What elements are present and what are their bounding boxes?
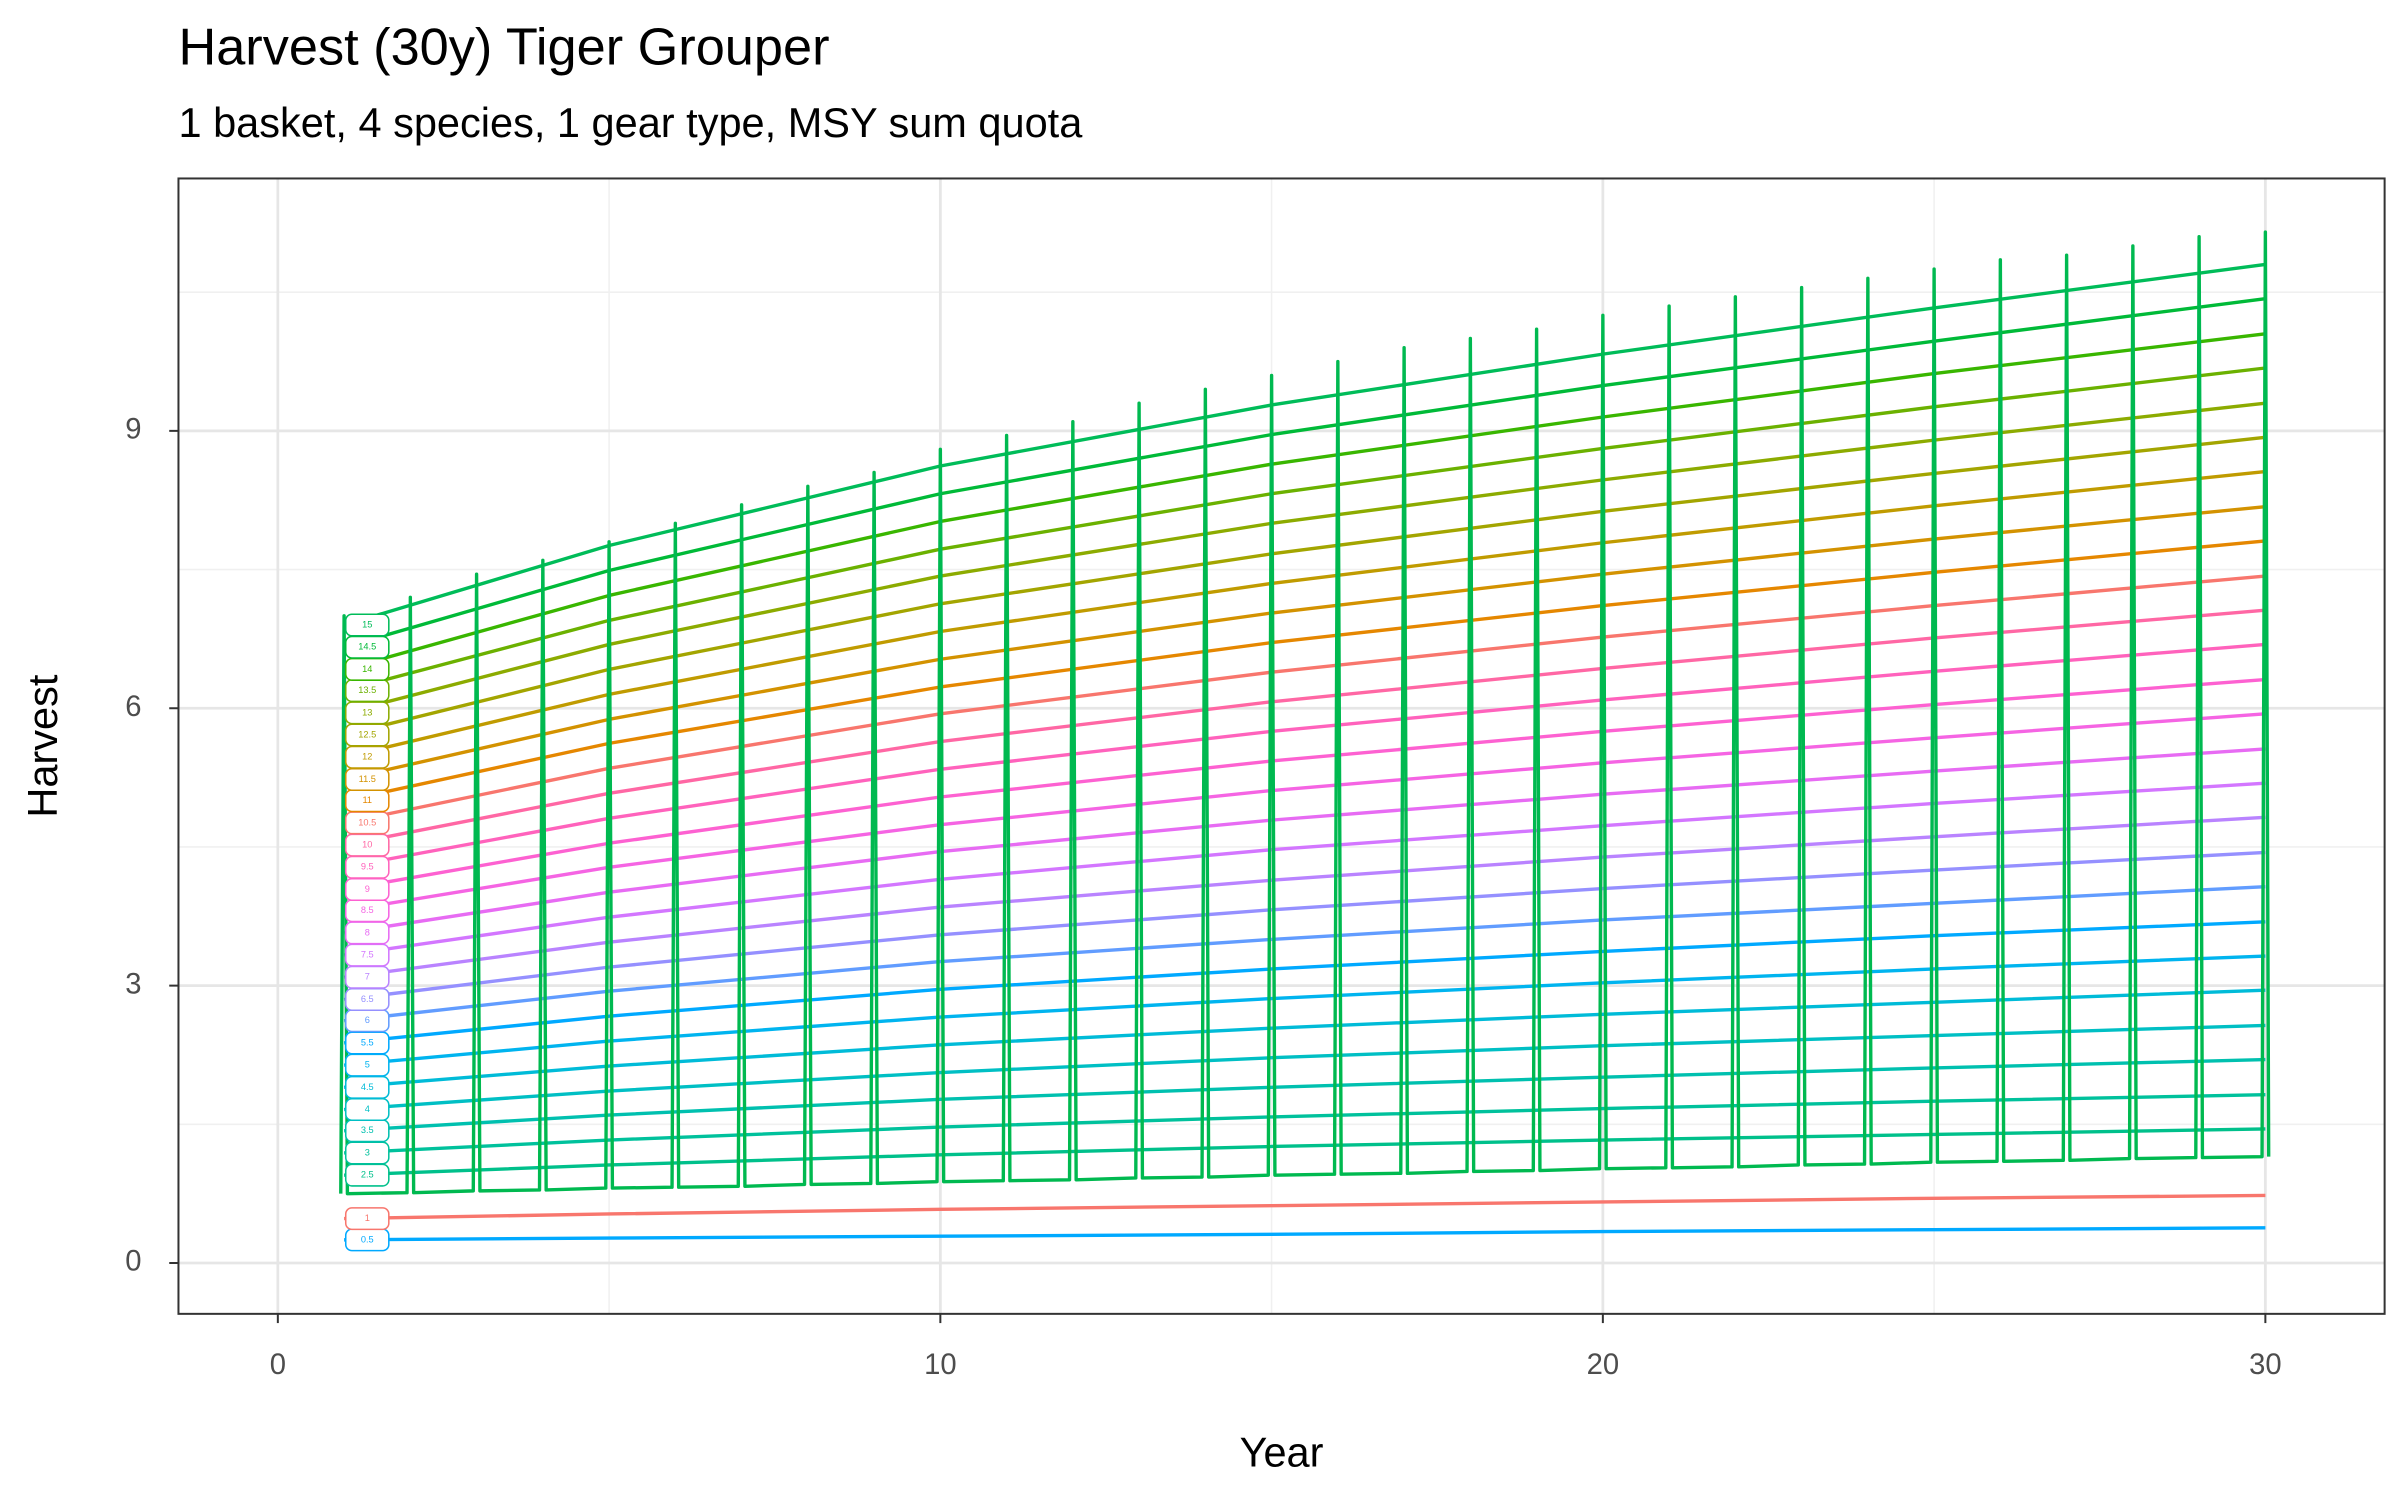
line-label: 1 — [365, 1213, 370, 1223]
line-label: 9.5 — [361, 862, 374, 872]
line-labels: 0.512.533.544.555.566.577.588.599.51010.… — [344, 613, 390, 1252]
axes: 0 10 20 30 0 3 6 9 — [125, 414, 2281, 1381]
y-tick-label: 9 — [125, 414, 141, 446]
y-tick-label: 3 — [125, 968, 141, 1000]
line-label: 6 — [365, 1015, 370, 1025]
line-label: 10 — [362, 840, 372, 850]
y-tick-label: 6 — [125, 691, 141, 723]
line-label: 3 — [365, 1147, 370, 1157]
line-label: 7.5 — [361, 950, 374, 960]
line-label: 6.5 — [361, 994, 374, 1004]
plot-lines — [339, 230, 2271, 1242]
line-label: 12 — [362, 752, 372, 762]
y-tick-label: 0 — [125, 1246, 141, 1278]
series-line — [343, 1023, 2266, 1112]
line-label: 5 — [365, 1060, 370, 1070]
line-label: 14.5 — [358, 642, 376, 652]
panel-border — [177, 177, 2386, 1315]
x-tick-label: 0 — [270, 1349, 286, 1381]
line-label: 5.5 — [361, 1037, 374, 1047]
x-tick-label: 10 — [924, 1349, 957, 1381]
label-box — [344, 613, 390, 637]
series-line — [343, 1057, 2266, 1133]
line-label: 4.5 — [361, 1082, 374, 1092]
series-line — [343, 954, 2266, 1067]
line-label: 9 — [365, 884, 370, 894]
series-line — [344, 1226, 2266, 1242]
line-label: 3.5 — [361, 1125, 374, 1135]
line-label: 14 — [362, 664, 372, 674]
line-label: 8.5 — [361, 905, 374, 915]
label-box — [344, 1207, 390, 1231]
series-line — [339, 230, 2271, 1196]
line-label: 15 — [362, 619, 372, 629]
series-line — [343, 885, 2266, 1023]
x-axis-label: Year — [1240, 1428, 1324, 1475]
line-label: 0.5 — [361, 1234, 374, 1244]
x-tick-label: 30 — [2249, 1349, 2282, 1381]
x-tick-label: 20 — [1587, 1349, 1620, 1381]
series-line — [343, 920, 2266, 1045]
series-line — [343, 815, 2266, 979]
series-line — [343, 850, 2266, 1002]
series-line — [344, 1127, 2266, 1177]
chart-title: Harvest (30y) Tiger Grouper — [178, 19, 829, 77]
line-label: 8 — [365, 927, 370, 937]
line-label: 13.5 — [358, 685, 376, 695]
line-label: 10.5 — [358, 817, 376, 827]
line-label: 7 — [365, 972, 370, 982]
series-line — [343, 781, 2266, 957]
series-line — [343, 747, 2266, 935]
line-label: 11 — [362, 795, 372, 805]
line-label: 2.5 — [361, 1170, 374, 1180]
line-label: 11.5 — [359, 774, 376, 784]
chart-subtitle: 1 basket, 4 species, 1 gear type, MSY su… — [178, 99, 1083, 146]
y-axis-label: Harvest — [19, 674, 66, 817]
line-label: 12.5 — [358, 729, 376, 739]
line-label: 13 — [362, 707, 372, 717]
series-line — [344, 1193, 2266, 1221]
line-label: 4 — [365, 1104, 370, 1114]
series-line — [343, 988, 2266, 1090]
series-line — [344, 1093, 2266, 1155]
